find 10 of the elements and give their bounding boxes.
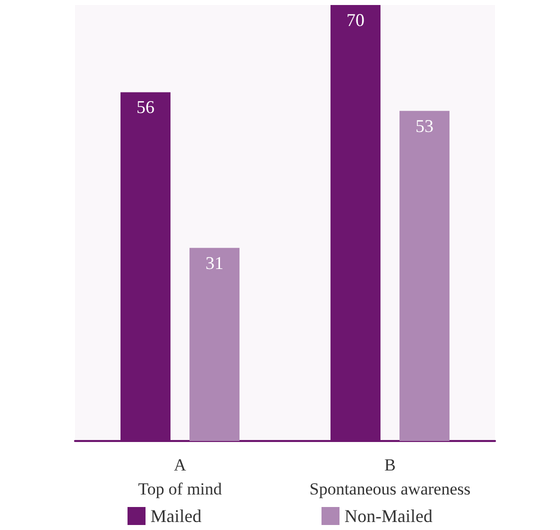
data-label: 56 — [136, 97, 154, 118]
data-label: 31 — [206, 252, 224, 273]
x-tick-label: A Top of mind — [138, 456, 222, 498]
legend-label: Non-Mailed — [344, 506, 432, 526]
data-label: 53 — [416, 116, 434, 136]
bar — [400, 110, 450, 441]
data-label: 70 — [346, 10, 364, 30]
bar — [190, 248, 240, 441]
x-tick-label: B Spontaneous awareness — [310, 456, 470, 498]
legend-label: Mailed — [150, 506, 202, 526]
